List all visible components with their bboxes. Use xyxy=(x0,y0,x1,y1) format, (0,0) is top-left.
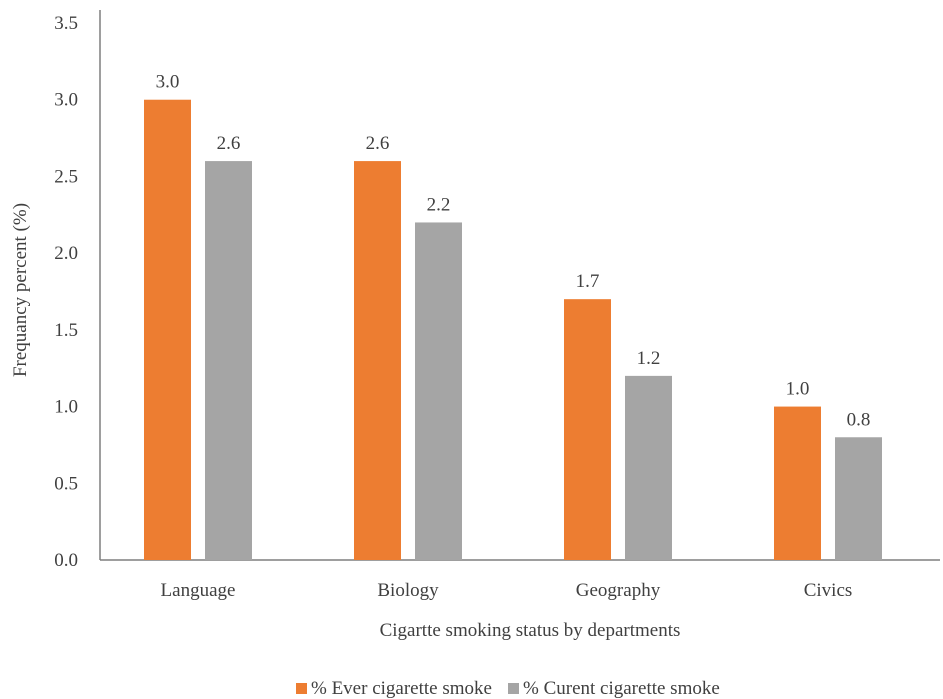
y-axis-title: Frequancy percent (%) xyxy=(10,203,31,377)
y-tick-label: 3.5 xyxy=(54,13,78,34)
bar-current-biology xyxy=(415,222,462,560)
bar-ever-civics xyxy=(774,406,821,560)
data-label: 2.6 xyxy=(366,133,390,154)
data-labels: 3.0 2.6 2.6 2.2 1.7 1.2 1.0 0.8 xyxy=(156,72,871,431)
legend: % Ever cigarette smoke % Curent cigarett… xyxy=(296,678,720,699)
bar-ever-geography xyxy=(564,299,611,560)
bar-ever-language xyxy=(144,99,191,560)
x-tick-label: Civics xyxy=(804,580,853,601)
y-tick-label: 3.0 xyxy=(54,90,78,111)
x-tick-labels: Language Biology Geography Civics xyxy=(161,580,853,601)
y-tick-label: 2.5 xyxy=(54,166,78,187)
data-label: 1.0 xyxy=(786,379,810,400)
bar-current-geography xyxy=(625,375,672,560)
y-tick-label: 1.0 xyxy=(54,397,78,418)
y-tick-label: 1.5 xyxy=(54,320,78,341)
x-tick-label: Biology xyxy=(377,580,439,601)
legend-swatch-ever xyxy=(296,683,307,694)
legend-label-current: % Curent cigarette smoke xyxy=(523,678,720,699)
bars xyxy=(144,99,882,561)
x-axis-title: Cigartte smoking status by departments xyxy=(380,620,681,641)
data-label: 2.2 xyxy=(427,194,451,215)
y-tick-label: 2.0 xyxy=(54,243,78,264)
y-tick-label: 0.5 xyxy=(54,473,78,494)
y-tick-labels: 0.0 0.5 1.0 1.5 2.0 2.5 3.0 3.5 xyxy=(54,13,78,571)
legend-swatch-current xyxy=(508,683,519,694)
legend-label-ever: % Ever cigarette smoke xyxy=(311,678,492,699)
bar-ever-biology xyxy=(354,161,401,561)
x-tick-label: Language xyxy=(161,580,236,601)
data-label: 1.7 xyxy=(576,271,600,292)
data-label: 1.2 xyxy=(637,348,661,369)
data-label: 2.6 xyxy=(217,133,241,154)
data-label: 3.0 xyxy=(156,72,180,93)
data-label: 0.8 xyxy=(847,409,871,430)
bar-current-civics xyxy=(835,437,882,560)
x-tick-label: Geography xyxy=(576,580,661,601)
y-tick-label: 0.0 xyxy=(54,550,78,571)
bar-current-language xyxy=(205,161,252,561)
